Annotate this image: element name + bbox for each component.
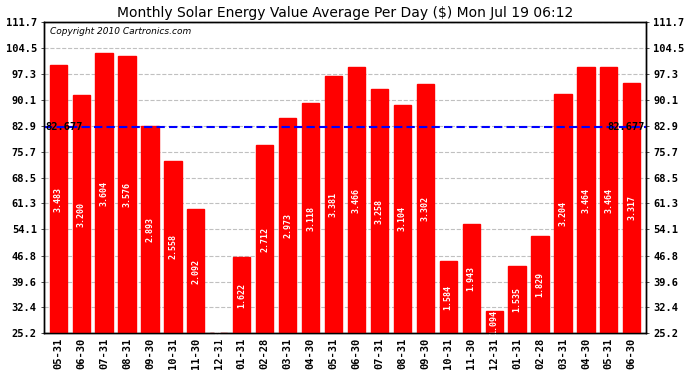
Bar [50, 65, 67, 333]
Text: 1.584: 1.584 [444, 285, 453, 310]
Text: 3.464: 3.464 [604, 188, 613, 213]
Bar [348, 68, 365, 333]
Text: 3.466: 3.466 [352, 188, 361, 213]
Text: 3.483: 3.483 [54, 187, 63, 212]
Bar [164, 160, 181, 333]
Text: 82.677: 82.677 [46, 122, 83, 132]
Bar [554, 94, 571, 333]
Text: 3.464: 3.464 [582, 188, 591, 213]
Bar [210, 333, 228, 335]
Bar [440, 261, 457, 333]
Bar [509, 266, 526, 333]
Text: 82.677: 82.677 [607, 122, 644, 132]
Bar [394, 105, 411, 333]
Text: 1.094: 1.094 [490, 310, 499, 335]
Bar [531, 236, 549, 333]
Bar [141, 126, 159, 333]
Bar [486, 311, 503, 333]
Text: 3.604: 3.604 [99, 181, 108, 206]
Text: 3.200: 3.200 [77, 201, 86, 226]
Bar [256, 145, 273, 333]
Bar [119, 56, 136, 333]
Text: 1.829: 1.829 [535, 272, 544, 297]
Text: 1.535: 1.535 [513, 287, 522, 312]
Bar [72, 95, 90, 333]
Text: 2.973: 2.973 [283, 213, 292, 238]
Text: 1.943: 1.943 [466, 266, 475, 291]
Bar [417, 84, 434, 333]
Bar [187, 209, 204, 333]
Text: 3.576: 3.576 [123, 182, 132, 207]
Bar [95, 53, 112, 333]
Text: 3.204: 3.204 [558, 201, 567, 226]
Bar [325, 76, 342, 333]
Text: 2.893: 2.893 [146, 217, 155, 242]
Text: 3.104: 3.104 [398, 206, 407, 231]
Bar [302, 103, 319, 333]
Bar [233, 257, 250, 333]
Bar [623, 82, 640, 333]
Title: Monthly Solar Energy Value Average Per Day ($) Mon Jul 19 06:12: Monthly Solar Energy Value Average Per D… [117, 6, 573, 20]
Text: 2.558: 2.558 [168, 234, 177, 260]
Text: 1.622: 1.622 [237, 283, 246, 308]
Text: Copyright 2010 Cartronics.com: Copyright 2010 Cartronics.com [50, 27, 192, 36]
Bar [371, 88, 388, 333]
Bar [462, 224, 480, 333]
Text: 3.118: 3.118 [306, 206, 315, 231]
Bar [279, 118, 296, 333]
Bar [578, 68, 595, 333]
Text: 3.302: 3.302 [421, 196, 430, 221]
Text: 2.092: 2.092 [191, 259, 200, 284]
Bar [600, 68, 618, 333]
Text: 2.712: 2.712 [260, 226, 269, 252]
Text: 3.317: 3.317 [627, 195, 636, 220]
Text: 3.381: 3.381 [329, 192, 338, 217]
Text: 3.258: 3.258 [375, 198, 384, 223]
Text: 0.868: 0.868 [215, 321, 224, 346]
